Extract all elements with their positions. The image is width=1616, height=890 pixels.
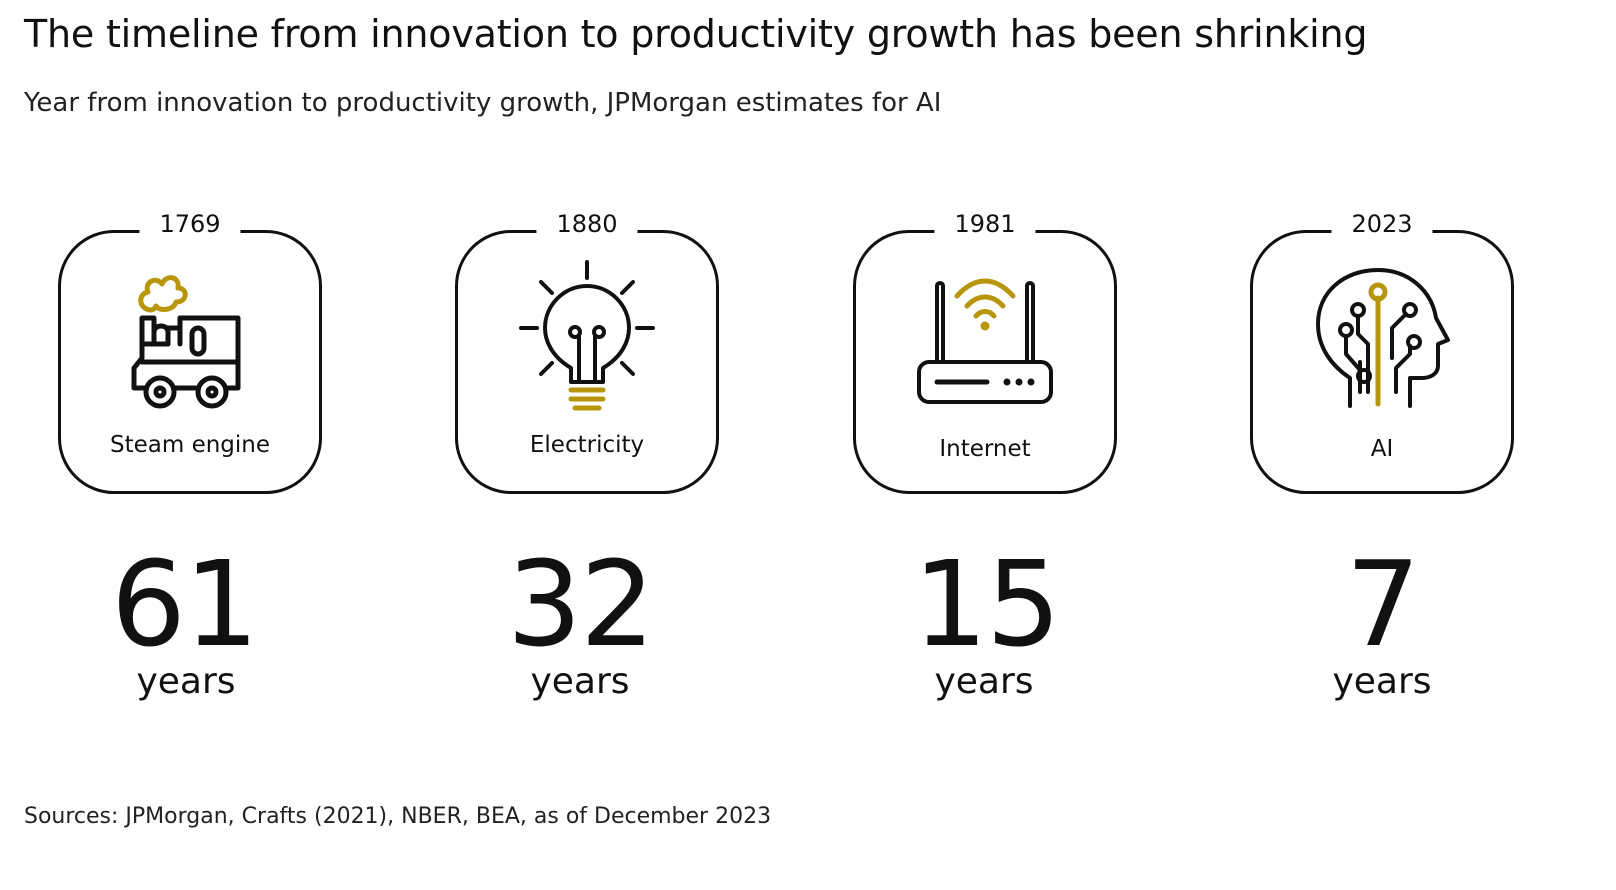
years-unit: years — [1332, 661, 1432, 702]
light-bulb-icon — [519, 260, 655, 411]
years-unit: years — [530, 661, 630, 702]
years-value-electricity: 32 — [506, 535, 655, 673]
years-unit: years — [136, 661, 236, 702]
steam-locomotive-icon — [131, 275, 241, 409]
innovation-card-steam-engine: 1769 Steam engine — [58, 208, 322, 494]
innovation-card-internet: 1981 Internet — [853, 208, 1117, 494]
years-value-internet: 15 — [912, 535, 1061, 673]
page-subtitle: Year from innovation to productivity gro… — [24, 88, 942, 118]
ai-head-icon — [1316, 268, 1450, 408]
page-title: The timeline from innovation to producti… — [24, 12, 1368, 56]
innovation-year: 1880 — [536, 208, 638, 240]
innovation-label: Electricity — [529, 432, 645, 458]
years-value-ai: 7 — [1345, 535, 1420, 673]
source-note: Sources: JPMorgan, Crafts (2021), NBER, … — [24, 804, 772, 829]
innovation-year: 2023 — [1331, 208, 1433, 240]
years-value-steam-engine: 61 — [110, 535, 259, 673]
innovation-label: AI — [1370, 436, 1394, 462]
innovation-label: Steam engine — [109, 432, 271, 458]
card-frame — [1250, 230, 1514, 494]
years-unit: years — [934, 661, 1034, 702]
innovation-card-ai: 2023 AI — [1250, 208, 1514, 494]
innovation-card-electricity: 1880 Electricity — [455, 208, 719, 494]
wifi-router-icon — [917, 278, 1053, 404]
innovation-label: Internet — [939, 436, 1031, 462]
innovation-year: 1769 — [139, 208, 241, 240]
innovation-year: 1981 — [934, 208, 1036, 240]
